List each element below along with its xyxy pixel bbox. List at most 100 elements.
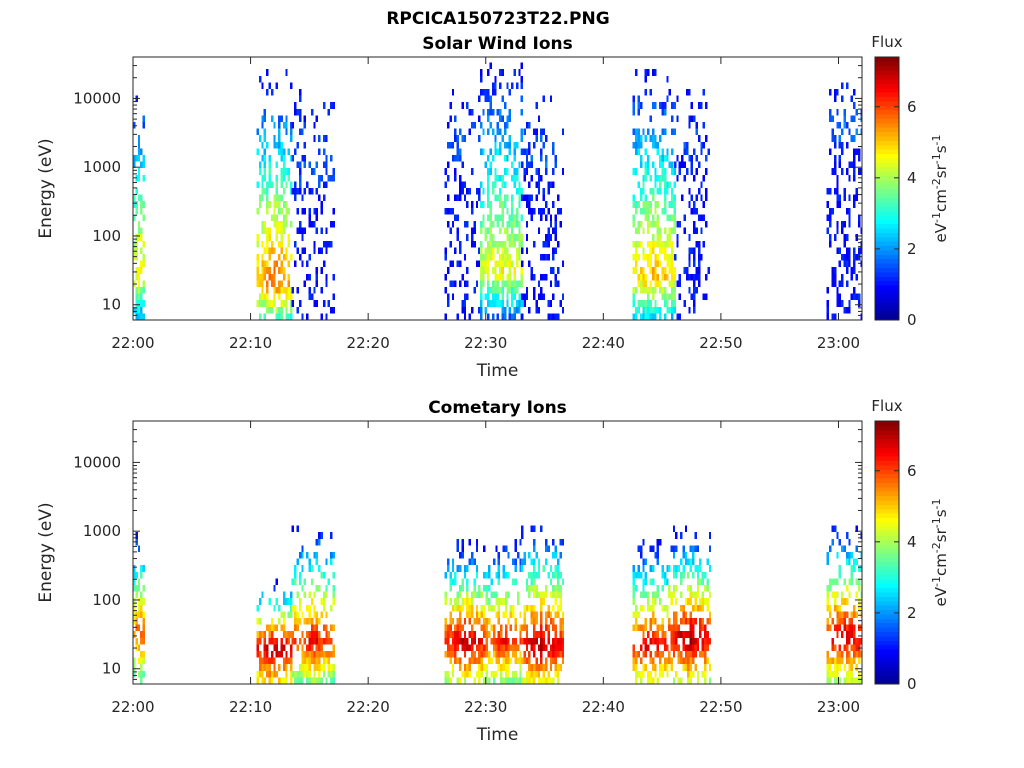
heat-cell (263, 644, 267, 651)
heat-cell (315, 188, 319, 195)
heat-cell (275, 161, 279, 169)
heat-cell (447, 221, 450, 228)
heat-cell (501, 240, 504, 248)
heat-cell (513, 234, 516, 241)
heat-cell (287, 293, 291, 301)
heat-cell (133, 631, 136, 638)
heat-cell (142, 115, 145, 122)
heat-cell (471, 201, 474, 208)
heat-cell (684, 657, 688, 665)
heat-cell (549, 221, 553, 228)
heat-cell (449, 624, 452, 632)
heat-cell (857, 168, 861, 175)
heat-cell (479, 306, 483, 314)
heat-cell (689, 558, 692, 566)
heat-cell (475, 571, 479, 579)
heat-cell (301, 194, 304, 202)
heat-cell (135, 532, 138, 539)
heat-cell (320, 664, 323, 671)
heat-cell (833, 677, 837, 684)
heat-cell (673, 214, 676, 221)
heat-cell (518, 69, 521, 76)
heat-cell (850, 565, 854, 572)
heat-cell (294, 578, 297, 585)
heat-cell (504, 545, 508, 552)
heat-cell (313, 221, 316, 228)
heat-cell (520, 188, 524, 195)
heat-cell (280, 174, 283, 182)
heat-cell (273, 267, 276, 274)
heat-cell (843, 611, 846, 618)
heat-cell (533, 591, 536, 599)
heat-cell (689, 585, 692, 592)
heat-cell (519, 664, 522, 671)
heat-cell (671, 287, 674, 294)
heat-cell (263, 227, 267, 235)
heat-cell (298, 115, 302, 122)
heat-cell (637, 135, 640, 142)
heat-cell (482, 280, 485, 287)
heat-cell (285, 677, 288, 684)
heat-cell (315, 677, 319, 684)
heat-cell (656, 148, 660, 155)
heat-cell (459, 637, 462, 645)
heat-cell (559, 624, 562, 632)
heat-cell (552, 254, 555, 261)
heat-cell (654, 287, 657, 294)
heat-cell (668, 657, 671, 665)
heat-cell (142, 611, 145, 618)
heat-cell (261, 287, 264, 294)
colorbar-segment (875, 241, 899, 247)
heat-cell (656, 538, 660, 546)
heat-cell (682, 545, 685, 552)
heat-cell (668, 201, 672, 208)
heat-cell (533, 677, 536, 684)
heat-cell (491, 234, 495, 241)
heat-cell (521, 247, 524, 254)
heat-cell (647, 677, 650, 684)
heat-cell (327, 240, 331, 248)
heat-cell (656, 644, 660, 651)
heat-cell (278, 677, 281, 684)
heat-cell (644, 273, 648, 281)
heat-cell (263, 161, 267, 169)
heat-cell (635, 287, 638, 294)
heat-cell (491, 293, 495, 301)
heat-cell (275, 181, 279, 188)
heat-cell (673, 227, 676, 235)
heat-cell (492, 670, 496, 678)
heat-cell (561, 631, 565, 638)
heat-cell (694, 637, 697, 645)
heat-cell (687, 585, 690, 592)
heat-cell (654, 102, 657, 109)
heat-cell (537, 188, 541, 195)
heat-cell (689, 677, 692, 684)
heat-cell (444, 670, 447, 678)
heat-cell (290, 598, 293, 605)
heat-cell (463, 670, 467, 678)
heat-cell (501, 174, 504, 182)
heat-cell (701, 670, 704, 678)
heat-cell (308, 591, 311, 599)
heat-cell (296, 287, 299, 294)
heat-cell (502, 571, 505, 579)
heat-cell (298, 254, 302, 261)
heat-cell (504, 611, 508, 618)
heat-cell (637, 128, 640, 136)
heat-cell (306, 552, 309, 559)
heat-cell (278, 128, 281, 136)
heat-cell (489, 207, 492, 215)
heat-cell (855, 677, 858, 684)
heat-cell (504, 664, 508, 671)
heat-cell (841, 618, 844, 625)
heat-cell (332, 677, 335, 684)
heat-cell (639, 194, 643, 202)
heat-cell (537, 207, 541, 215)
heat-cell (140, 631, 143, 638)
heat-cell (140, 300, 143, 307)
heat-cell (656, 174, 660, 182)
heat-cell (471, 651, 474, 658)
colorbar-segment (875, 657, 899, 663)
heat-cell (489, 201, 492, 208)
heat-cell (499, 240, 502, 248)
